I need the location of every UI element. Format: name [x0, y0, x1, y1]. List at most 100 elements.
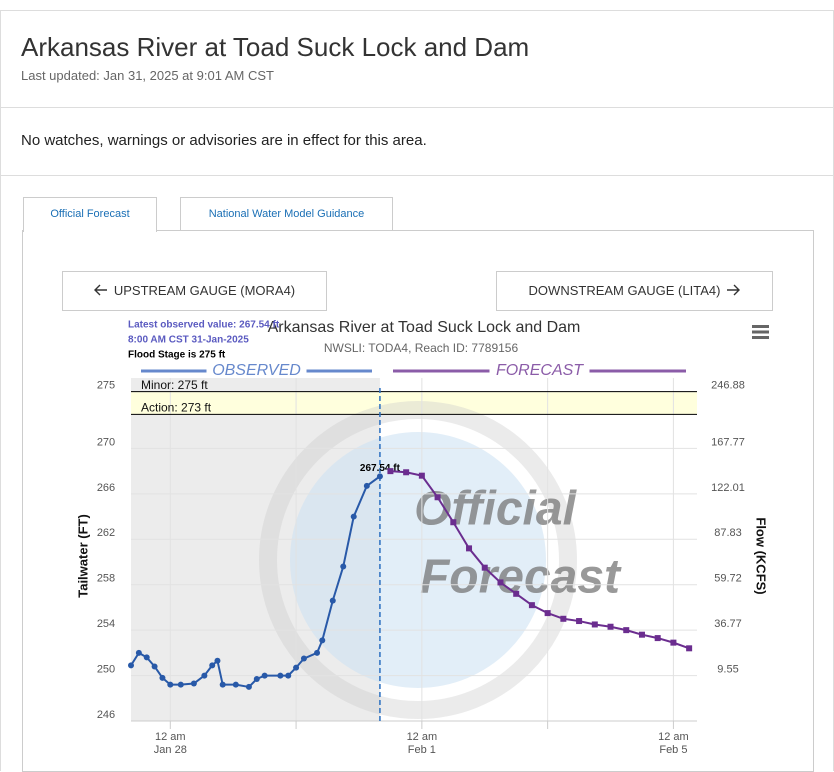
- data-point: [135, 649, 142, 656]
- divider: [0, 175, 834, 176]
- data-point: [329, 597, 336, 604]
- legend-label: FORECAST: [496, 362, 584, 379]
- button-label: DOWNSTREAM GAUGE (LITA4): [528, 283, 721, 298]
- data-point: [376, 473, 383, 480]
- menu-icon[interactable]: [752, 325, 769, 339]
- data-point: [319, 637, 326, 644]
- data-point: [560, 615, 567, 622]
- data-point: [159, 674, 166, 681]
- data-point: [434, 494, 441, 501]
- data-point: [623, 627, 630, 634]
- legend-label: OBSERVED: [212, 362, 301, 379]
- tab[interactable]: National Water Model Guidance: [180, 197, 393, 231]
- tab[interactable]: Official Forecast: [23, 197, 157, 232]
- data-point: [363, 482, 370, 489]
- y2-tick-label: 122.01: [711, 482, 745, 494]
- x-tick-label: Feb 1: [408, 744, 436, 756]
- data-point: [654, 635, 661, 642]
- y2-tick-label: 167.77: [711, 436, 745, 448]
- data-point: [497, 579, 504, 586]
- button-label: UPSTREAM GAUGE (MORA4): [113, 283, 296, 298]
- y-tick-label: 270: [97, 436, 115, 448]
- data-point: [190, 680, 197, 687]
- x-tick-label: 12 am: [658, 731, 689, 743]
- y2-tick-label: 36.77: [714, 618, 742, 630]
- data-point: [143, 654, 150, 661]
- data-point: [151, 663, 158, 670]
- data-point: [340, 563, 347, 570]
- data-point: [253, 675, 260, 682]
- x-tick-label: 12 am: [155, 731, 186, 743]
- y-tick-label: 258: [97, 573, 115, 585]
- data-point: [300, 655, 307, 662]
- y-tick-label: 275: [97, 380, 115, 392]
- y2-tick-label: 87.83: [714, 527, 742, 539]
- y-tick-label: 250: [97, 663, 115, 675]
- data-point: [128, 662, 134, 669]
- data-point: [314, 649, 321, 656]
- watermark-text: Forecast: [420, 551, 622, 604]
- y-tick-label: 246: [97, 709, 115, 721]
- data-point: [350, 513, 357, 520]
- action-band: [131, 391, 697, 415]
- data-label: 267.54 ft: [360, 463, 401, 474]
- data-point: [277, 672, 284, 679]
- arrow-icon: [727, 284, 741, 296]
- annotation: Flood Stage is 275 ft: [128, 350, 226, 361]
- data-point: [591, 621, 598, 628]
- divider: [0, 107, 834, 108]
- y-tick-label: 262: [97, 527, 115, 539]
- data-point: [607, 623, 614, 630]
- data-point: [232, 681, 239, 688]
- data-point: [219, 681, 226, 688]
- page-title: Arkansas River at Toad Suck Lock and Dam: [21, 32, 530, 62]
- chart-subtitle: NWSLI: TODA4, Reach ID: 7789156: [324, 341, 519, 355]
- annotation: Latest observed value: 267.54 ft: [128, 320, 280, 331]
- upstream-button[interactable]: UPSTREAM GAUGE (MORA4): [62, 271, 327, 311]
- y-axis-title: Tailwater (FT): [75, 514, 90, 598]
- data-point: [177, 681, 184, 688]
- y2-tick-label: 246.88: [711, 380, 745, 392]
- data-point: [403, 469, 410, 476]
- data-point: [686, 645, 693, 652]
- data-point: [450, 519, 457, 526]
- threshold-label: Minor: 275 ft: [141, 378, 208, 392]
- data-point: [167, 681, 174, 688]
- annotation: 8:00 AM CST 31-Jan-2025: [128, 335, 249, 346]
- data-point: [209, 662, 216, 669]
- y2-tick-label: 59.72: [714, 573, 742, 585]
- data-point: [638, 631, 645, 638]
- data-point: [245, 683, 252, 690]
- data-point: [293, 664, 300, 671]
- y-tick-label: 254: [97, 618, 115, 630]
- y2-tick-label: 9.55: [717, 663, 738, 675]
- data-point: [576, 618, 583, 625]
- data-point: [528, 602, 535, 609]
- data-point: [418, 472, 425, 479]
- data-point: [285, 672, 292, 679]
- watermark-text: Official: [414, 483, 578, 536]
- alert-text: No watches, warnings or advisories are i…: [21, 132, 427, 149]
- x-tick-label: 12 am: [407, 731, 438, 743]
- data-point: [201, 672, 208, 679]
- noaa-logo: [290, 432, 546, 688]
- data-point: [214, 657, 221, 664]
- data-point: [513, 590, 520, 597]
- x-tick-label: Feb 5: [659, 744, 687, 756]
- chart-title: Arkansas River at Toad Suck Lock and Dam: [268, 319, 581, 336]
- data-point: [387, 468, 394, 475]
- threshold-label: Action: 273 ft: [141, 401, 212, 415]
- last-updated: Last updated: Jan 31, 2025 at 9:01 AM CS…: [21, 68, 274, 83]
- data-point: [466, 545, 473, 552]
- downstream-button[interactable]: DOWNSTREAM GAUGE (LITA4): [496, 271, 773, 311]
- x-tick-label: Jan 28: [154, 744, 187, 756]
- data-point: [481, 564, 488, 571]
- y2-axis-title: Flow (KCFS): [754, 517, 769, 594]
- data-point: [261, 672, 268, 679]
- data-point: [670, 639, 677, 646]
- arrow-icon: [93, 284, 107, 296]
- y-tick-label: 266: [97, 482, 115, 494]
- data-point: [544, 610, 551, 617]
